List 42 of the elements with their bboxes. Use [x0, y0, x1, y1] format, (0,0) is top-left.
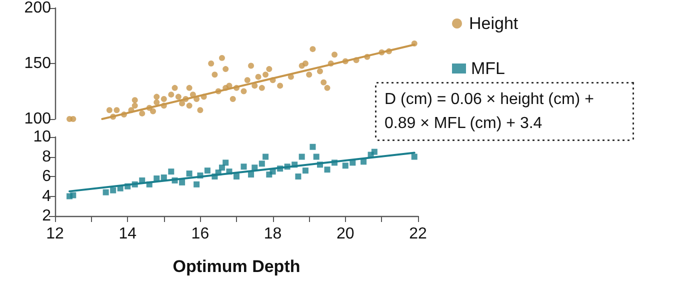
point	[411, 154, 418, 160]
point	[295, 174, 302, 180]
point	[302, 168, 308, 174]
y-tick-label: 100	[24, 110, 52, 128]
x-tick-label: 12	[46, 226, 64, 242]
point	[222, 160, 229, 166]
point	[258, 160, 265, 167]
x-tick-label: 14	[118, 226, 137, 242]
point	[110, 187, 116, 194]
y-tick-label: 200	[24, 0, 52, 16]
y-tick-label: 8	[42, 148, 52, 166]
y-tick-label: 10	[33, 128, 52, 146]
point	[310, 144, 316, 150]
point	[248, 172, 254, 178]
x-tick-label: 20	[336, 226, 354, 242]
point	[342, 162, 348, 169]
legend-label: MFL	[471, 59, 505, 78]
point	[102, 189, 109, 196]
point	[194, 181, 200, 188]
point	[204, 168, 210, 174]
x-tick-label: 22	[409, 226, 427, 242]
point	[298, 154, 305, 160]
point	[324, 166, 330, 173]
point	[70, 192, 76, 198]
point	[313, 154, 320, 160]
point	[179, 179, 186, 186]
point	[371, 148, 378, 155]
x-tick-label: 16	[191, 226, 210, 242]
x-tick-label: 18	[264, 226, 282, 242]
point	[218, 164, 225, 171]
y-tick-label: 2	[42, 208, 52, 224]
y-tick-label: 6	[42, 168, 52, 185]
y-tick-label: 4	[42, 188, 52, 205]
x-axis-title: Optimum Depth	[172, 257, 300, 276]
point	[240, 164, 247, 170]
annotation: D (cm) = 0.06 × height (cm) + 0.89 × MFL (cm) + 3.4	[384, 91, 598, 132]
y-tick-label: 150	[24, 55, 52, 72]
point	[234, 174, 240, 180]
point	[186, 170, 192, 177]
legend-label: Height	[469, 14, 518, 33]
point	[262, 154, 269, 160]
point	[168, 168, 174, 175]
